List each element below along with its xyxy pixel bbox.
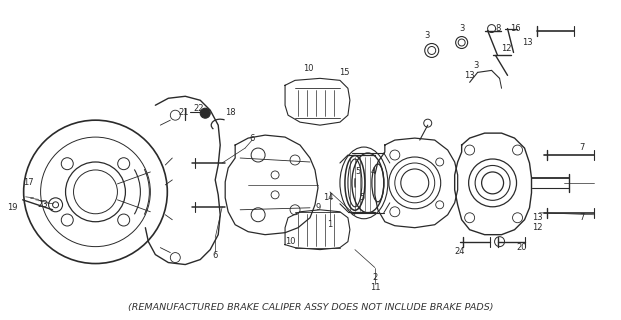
Text: 10: 10: [285, 237, 296, 246]
Text: 5: 5: [355, 167, 361, 176]
Text: 10: 10: [303, 64, 313, 73]
Text: 21: 21: [178, 108, 189, 117]
Text: 3: 3: [459, 24, 465, 33]
Text: 20: 20: [516, 243, 527, 252]
Text: 5: 5: [360, 193, 365, 202]
Text: 17: 17: [24, 179, 34, 188]
Text: 3: 3: [424, 31, 430, 40]
Text: 8: 8: [495, 24, 501, 33]
Text: 9: 9: [315, 203, 320, 212]
Text: 23: 23: [37, 200, 48, 209]
Text: (REMANUFACTURED BRAKE CALIPER ASSY DOES NOT INCLUDE BRAKE PADS): (REMANUFACTURED BRAKE CALIPER ASSY DOES …: [129, 303, 494, 312]
Text: 12: 12: [532, 223, 543, 232]
Text: 22: 22: [193, 104, 204, 113]
Text: 14: 14: [323, 193, 333, 202]
Text: 18: 18: [225, 108, 235, 117]
Text: 11: 11: [369, 283, 380, 292]
Text: 4: 4: [370, 167, 376, 176]
Text: 19: 19: [7, 203, 18, 212]
Text: 16: 16: [510, 24, 521, 33]
Text: 6: 6: [250, 133, 255, 143]
Text: 6: 6: [212, 251, 218, 260]
Text: 12: 12: [501, 44, 512, 53]
Text: 7: 7: [579, 142, 585, 152]
Text: 7: 7: [579, 213, 585, 222]
Text: 13: 13: [522, 38, 533, 47]
Text: 1: 1: [327, 220, 333, 229]
Text: 3: 3: [473, 61, 478, 70]
Text: 15: 15: [338, 68, 349, 77]
Text: 13: 13: [465, 71, 475, 80]
Text: 13: 13: [532, 213, 543, 222]
Text: 2: 2: [372, 273, 378, 282]
Circle shape: [200, 108, 211, 118]
Text: 24: 24: [455, 247, 465, 256]
